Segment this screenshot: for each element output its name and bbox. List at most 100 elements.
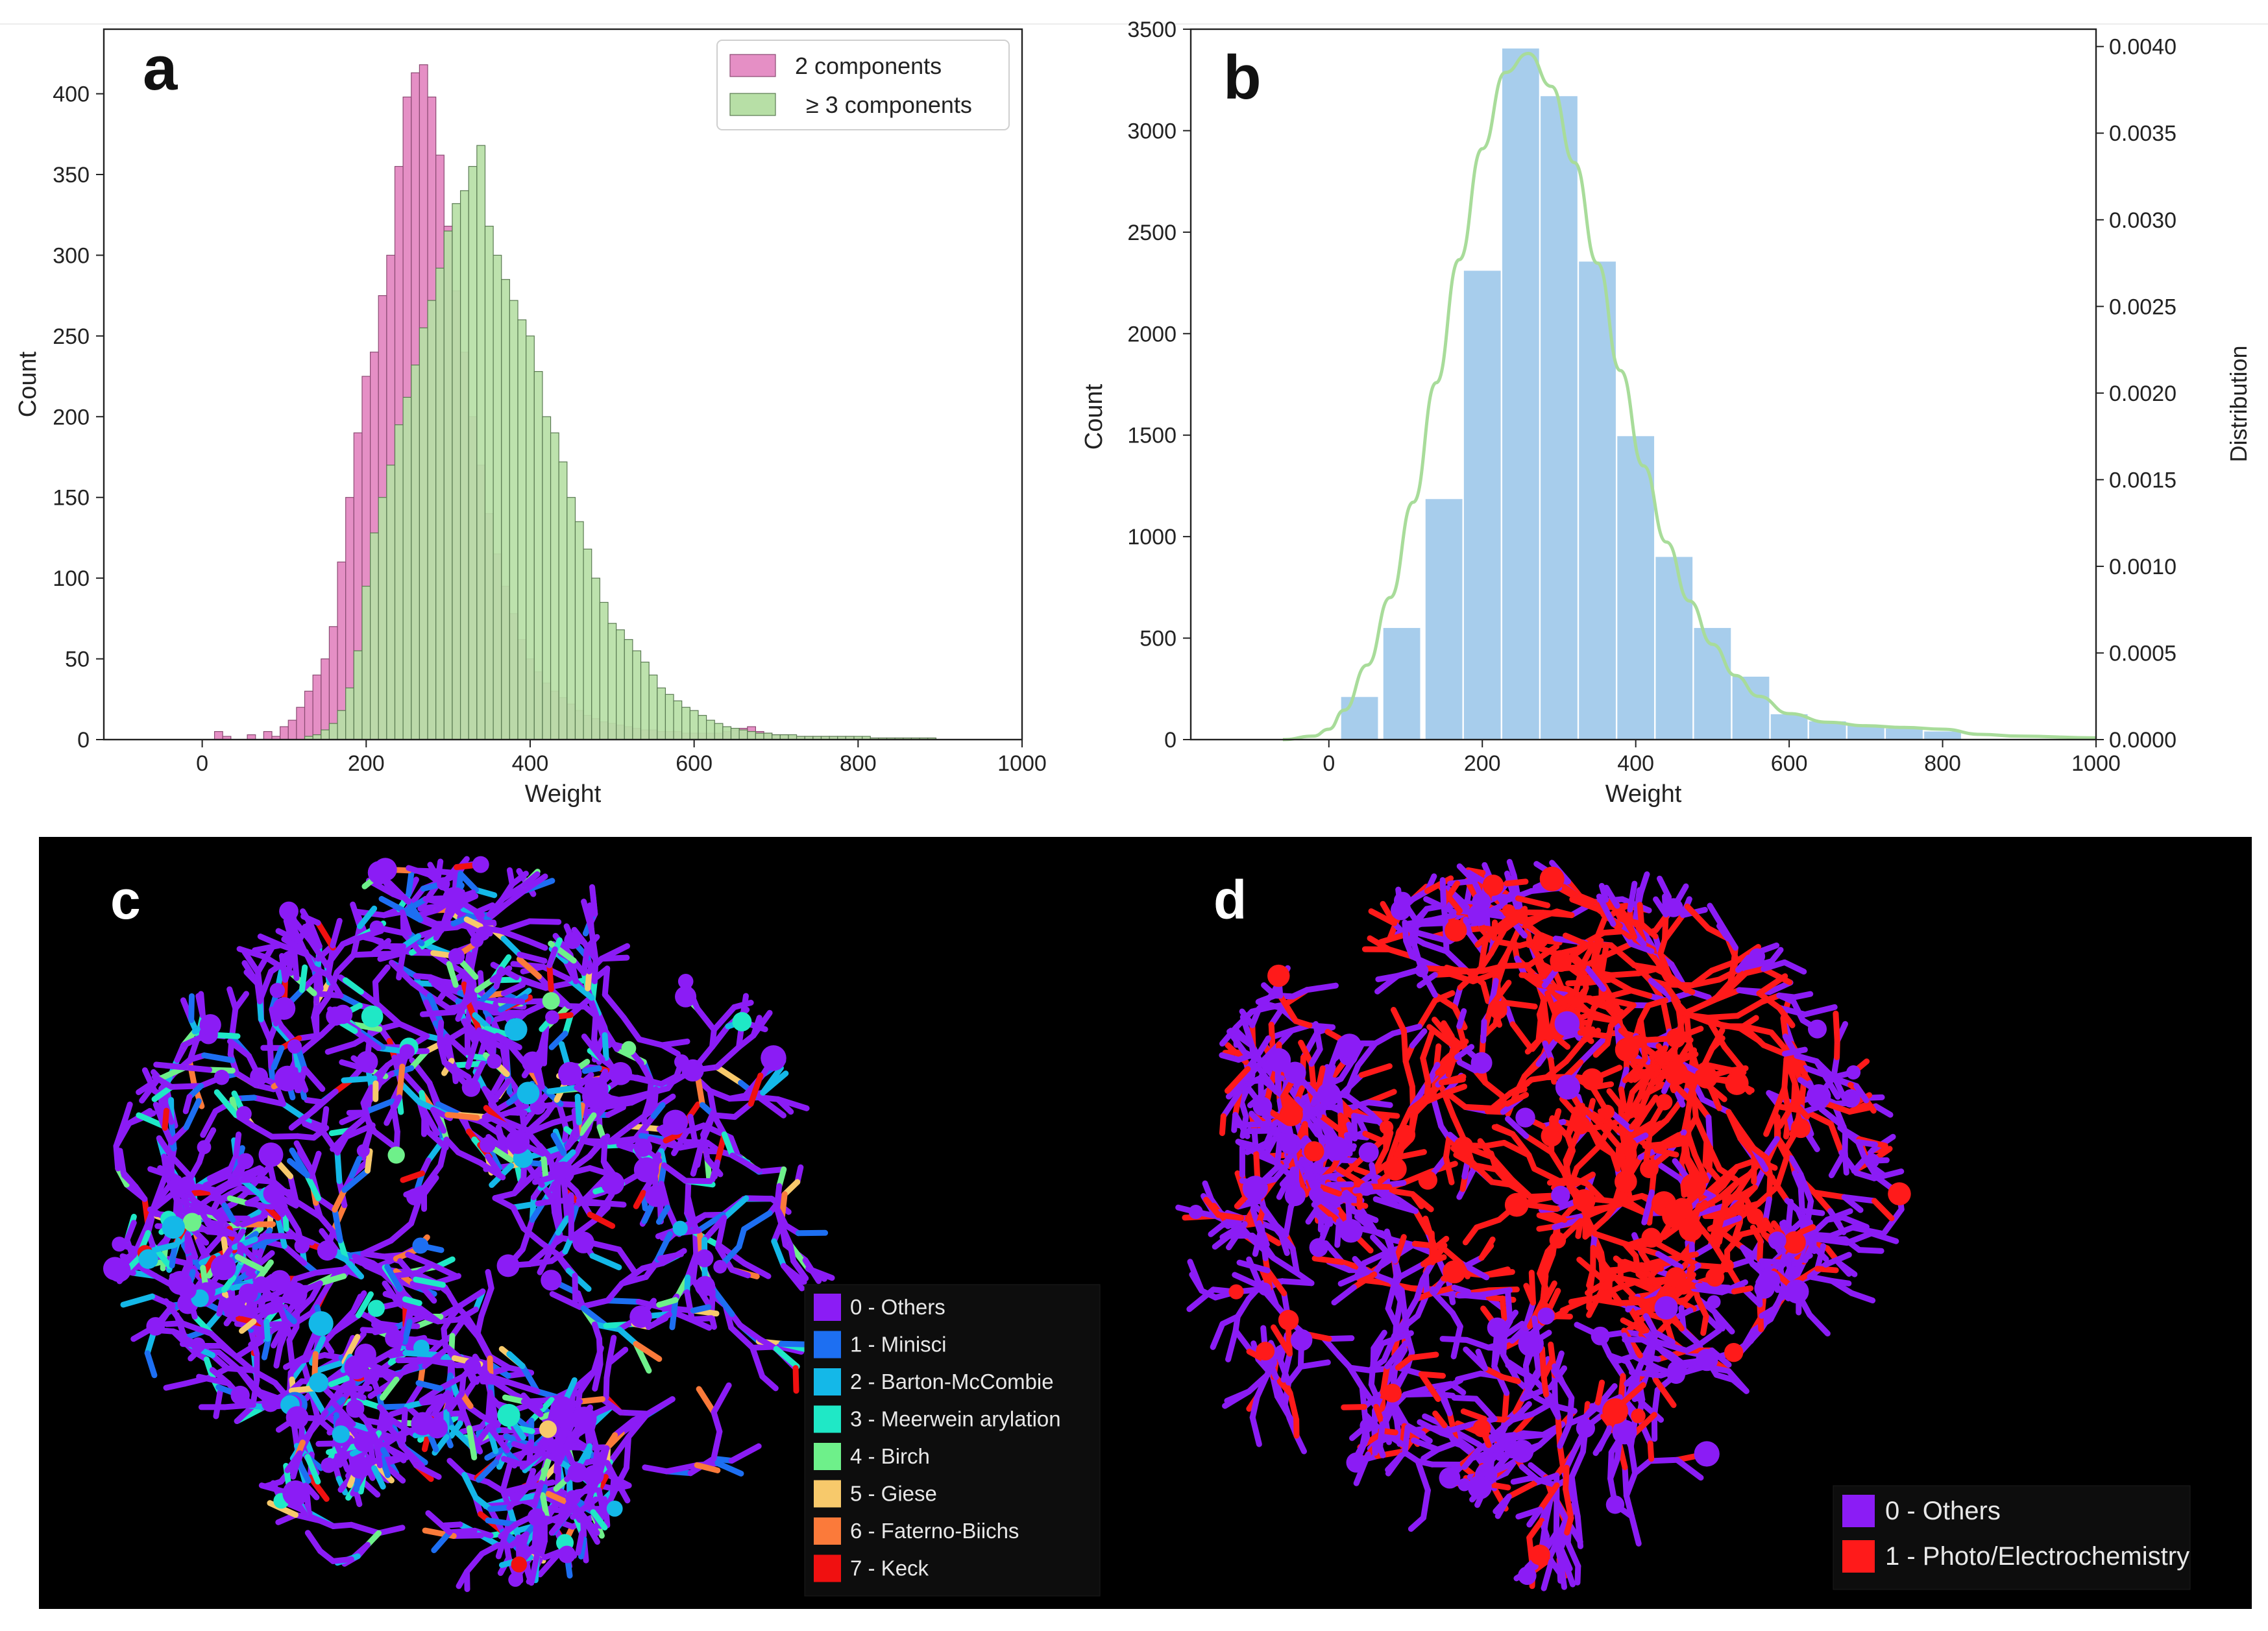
tree-branch (1493, 1124, 1516, 1137)
tree-branch (604, 1281, 625, 1304)
tree-branch (1415, 1458, 1431, 1493)
tree-node (539, 1420, 557, 1438)
tree-branch (357, 905, 378, 930)
tree-branch (1615, 1146, 1622, 1172)
bar (542, 416, 552, 740)
tree-branch (254, 980, 263, 1005)
tree-branch (151, 1083, 175, 1102)
bar (526, 335, 535, 740)
tree-branch (234, 1254, 268, 1274)
tree-branch (449, 1425, 474, 1449)
tree-branch (1608, 970, 1642, 978)
tree-branch (1663, 1101, 1682, 1124)
tree-branch (243, 969, 261, 987)
tree-branch (1402, 1296, 1420, 1322)
tree-branch (707, 1087, 717, 1115)
tree-branch (645, 1315, 668, 1330)
tree-branch (113, 1143, 121, 1172)
tree-branch (1518, 1464, 1542, 1484)
tree-branch (586, 1239, 622, 1253)
tree-branch (711, 1429, 723, 1462)
tree-branch (1453, 1152, 1478, 1168)
tree-node (442, 887, 467, 912)
tree-branch (1626, 1304, 1650, 1334)
tree-branch (1686, 1041, 1701, 1076)
y-tick-label: 1000 (1127, 525, 1177, 550)
tree-branch (1335, 1166, 1365, 1187)
tree-branch (308, 1388, 328, 1417)
tree-node (663, 1109, 689, 1135)
tree-branch (627, 1109, 653, 1130)
tree-branch (1506, 1359, 1537, 1382)
bar (411, 365, 421, 740)
tree-branch (1823, 1101, 1853, 1115)
tree-branch (382, 1280, 402, 1307)
tree-branch (376, 1525, 406, 1536)
tree-branch (611, 1473, 631, 1504)
bar (689, 710, 699, 740)
tree-branch (1235, 1198, 1262, 1210)
bar (435, 267, 445, 740)
tree-map-d (1175, 858, 1911, 1591)
tree-branch (399, 909, 413, 936)
tree-branch (549, 1291, 583, 1311)
tree-branch (1542, 1251, 1556, 1276)
tree-branch (775, 1096, 794, 1115)
tree-branch (1451, 1285, 1472, 1295)
tree-branch (1461, 1447, 1482, 1470)
legend-label: 0 - Others (850, 1295, 945, 1319)
tree-branch (396, 1063, 406, 1100)
tree-node (317, 1240, 337, 1261)
tree-node (367, 1299, 385, 1317)
tree-node (263, 1183, 284, 1204)
tree-branch (1610, 998, 1637, 1008)
y2-tick-label: 0.0035 (2109, 121, 2177, 146)
tree-branch (402, 896, 429, 915)
tree-branch (1737, 1015, 1759, 1032)
tree-branch (1768, 947, 1784, 965)
tree-branch (1404, 1424, 1433, 1444)
tree-branch (521, 871, 541, 888)
tree-branch (671, 1128, 690, 1157)
tree-branch (505, 1379, 541, 1395)
tree-branch (386, 879, 411, 905)
tree-branch (1617, 1382, 1646, 1408)
bar (213, 731, 223, 740)
tree-branch (1395, 1364, 1424, 1377)
tree-branch (1618, 1146, 1628, 1177)
bar (517, 319, 527, 740)
tree-branch (487, 1504, 513, 1512)
tree-branch (400, 1407, 408, 1444)
tree-branch (413, 1276, 446, 1288)
bar (673, 700, 683, 740)
tree-branch (388, 1407, 408, 1418)
tree-branch (1219, 1113, 1226, 1137)
tree-branch (581, 1033, 605, 1063)
bar (599, 601, 609, 740)
tree-branch (1707, 1019, 1744, 1032)
y-axis-right: 0.00000.00050.00100.00150.00200.00250.00… (2096, 35, 2177, 753)
tree-branch (307, 1474, 330, 1502)
tree-branch (1215, 1212, 1245, 1221)
tree-branch (169, 1242, 178, 1269)
tree-branch (1618, 1373, 1626, 1399)
bar (747, 731, 756, 740)
tree-branch (1372, 1030, 1396, 1046)
tree-branch (1703, 1138, 1723, 1172)
tree-branch (343, 1122, 376, 1140)
legend-swatch (814, 1554, 841, 1582)
tree-branch (1373, 1404, 1385, 1427)
tree-branch (271, 1045, 285, 1070)
tree-branch (685, 1251, 700, 1281)
tree-branch (1709, 1035, 1725, 1052)
tree-branch (555, 1101, 570, 1132)
tree-branch (1660, 998, 1672, 1035)
tree-branch (1535, 1013, 1544, 1044)
legend-swatch-3plus-components (729, 93, 776, 116)
tree-branch (1276, 1227, 1290, 1256)
bar (1770, 714, 1808, 740)
tree-branch (1526, 1202, 1560, 1212)
tree-branch (1254, 1372, 1270, 1400)
tree-branch (1646, 1456, 1680, 1464)
tree-node (645, 1185, 667, 1207)
